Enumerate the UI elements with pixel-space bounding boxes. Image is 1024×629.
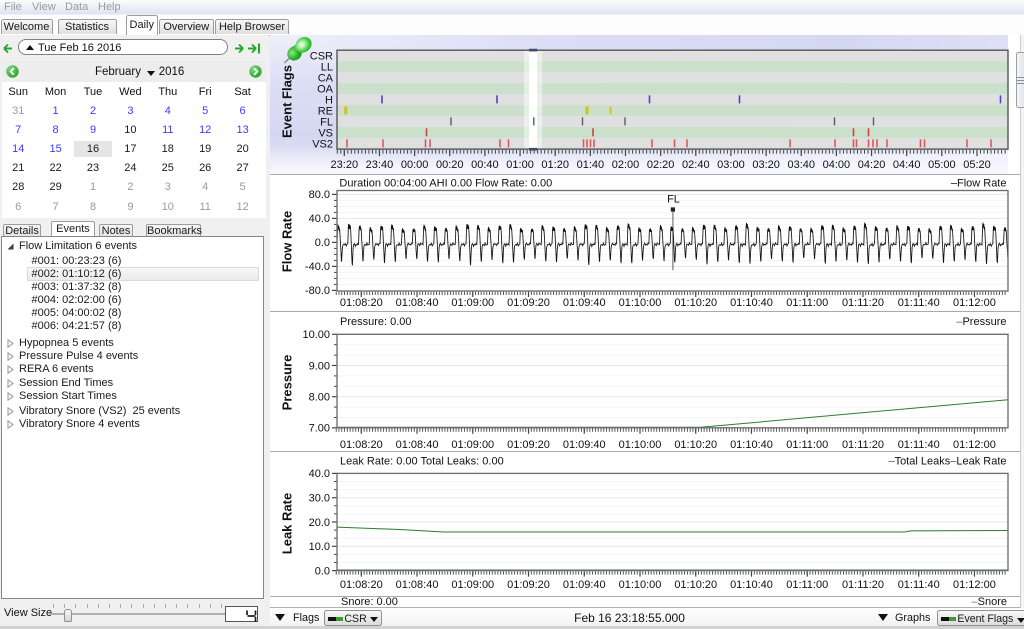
svg-text:00:40: 00:40 — [471, 159, 499, 171]
svg-text:VS2: VS2 — [312, 138, 333, 150]
svg-text:01:08:40: 01:08:40 — [396, 579, 439, 591]
svg-text:40.0: 40.0 — [309, 468, 330, 480]
svg-text:03:20: 03:20 — [752, 159, 780, 171]
svg-text:23:20: 23:20 — [331, 159, 359, 171]
svg-text:01:09:20: 01:09:20 — [507, 439, 550, 451]
svg-text:01:10:20: 01:10:20 — [674, 297, 717, 309]
svg-text:04:00: 04:00 — [823, 159, 851, 171]
svg-text:9.00: 9.00 — [309, 360, 330, 372]
svg-text:-40.0: -40.0 — [305, 261, 330, 273]
svg-text:00:00: 00:00 — [401, 159, 429, 171]
svg-text:40.0: 40.0 — [309, 213, 330, 225]
svg-text:01:11:40: 01:11:40 — [898, 579, 940, 591]
svg-text:01:08:40: 01:08:40 — [396, 297, 439, 309]
svg-text:CA: CA — [318, 72, 334, 84]
svg-text:01:10:00: 01:10:00 — [619, 579, 662, 591]
svg-text:01:09:40: 01:09:40 — [563, 439, 606, 451]
svg-text:–Flow Rate: –Flow Rate — [951, 178, 1007, 190]
svg-text:VS: VS — [318, 127, 333, 139]
svg-text:01:09:00: 01:09:00 — [451, 297, 494, 309]
svg-text:–Total Leaks–Leak Rate: –Total Leaks–Leak Rate — [888, 456, 1006, 468]
svg-text:01:10:20: 01:10:20 — [674, 579, 717, 591]
svg-text:01:00: 01:00 — [506, 159, 534, 171]
svg-text:01:09:40: 01:09:40 — [563, 579, 606, 591]
svg-text:10.00: 10.00 — [302, 329, 330, 341]
svg-text:Pressure: 0.00: Pressure: 0.00 — [340, 316, 412, 328]
svg-text:01:09:00: 01:09:00 — [451, 579, 494, 591]
svg-text:01:10:40: 01:10:40 — [730, 439, 773, 451]
svg-text:01:11:20: 01:11:20 — [842, 439, 884, 451]
svg-text:RE: RE — [318, 105, 333, 117]
svg-text:01:09:40: 01:09:40 — [563, 297, 606, 309]
svg-text:FL: FL — [320, 116, 333, 128]
svg-text:01:08:40: 01:08:40 — [396, 439, 439, 451]
svg-text:01:12:00: 01:12:00 — [953, 297, 996, 309]
svg-text:0.0: 0.0 — [315, 565, 330, 577]
svg-text:8.00: 8.00 — [309, 392, 330, 404]
svg-text:7.00: 7.00 — [309, 423, 330, 435]
svg-text:01:40: 01:40 — [577, 159, 605, 171]
svg-text:30.0: 30.0 — [309, 493, 330, 505]
svg-text:80.0: 80.0 — [309, 189, 330, 201]
svg-text:01:11:40: 01:11:40 — [898, 297, 940, 309]
svg-text:H: H — [325, 94, 333, 106]
svg-text:01:10:40: 01:10:40 — [730, 579, 773, 591]
svg-text:04:40: 04:40 — [893, 159, 921, 171]
svg-text:Duration 00:04:00 AHI 0.00 Flo: Duration 00:04:00 AHI 0.00 Flow Rate: 0.… — [339, 178, 552, 190]
svg-text:04:20: 04:20 — [858, 159, 886, 171]
svg-text:01:10:00: 01:10:00 — [619, 297, 662, 309]
svg-text:01:11:00: 01:11:00 — [786, 579, 828, 591]
svg-text:03:40: 03:40 — [787, 159, 815, 171]
svg-text:01:09:20: 01:09:20 — [507, 297, 550, 309]
svg-text:23:40: 23:40 — [366, 159, 394, 171]
svg-text:FL: FL — [667, 193, 680, 205]
svg-text:03:00: 03:00 — [717, 159, 745, 171]
svg-text:LL: LL — [321, 61, 333, 73]
svg-text:01:20: 01:20 — [541, 159, 569, 171]
svg-text:02:00: 02:00 — [612, 159, 640, 171]
svg-text:01:08:20: 01:08:20 — [340, 579, 383, 591]
svg-text:01:12:00: 01:12:00 — [953, 439, 996, 451]
svg-text:01:08:20: 01:08:20 — [340, 297, 383, 309]
svg-text:Leak Rate: 0.00 Total Leaks: 0: Leak Rate: 0.00 Total Leaks: 0.00 — [340, 456, 504, 468]
svg-text:CSR: CSR — [310, 50, 333, 62]
svg-text:02:20: 02:20 — [647, 159, 675, 171]
svg-text:0.0: 0.0 — [315, 237, 330, 249]
svg-text:01:09:00: 01:09:00 — [451, 439, 494, 451]
svg-text:-80.0: -80.0 — [305, 285, 330, 297]
svg-text:–Pressure: –Pressure — [956, 316, 1006, 328]
svg-text:01:11:00: 01:11:00 — [786, 297, 828, 309]
svg-text:01:08:20: 01:08:20 — [340, 439, 383, 451]
svg-text:05:00: 05:00 — [928, 159, 956, 171]
svg-text:OA: OA — [317, 83, 334, 95]
svg-text:01:10:00: 01:10:00 — [619, 439, 662, 451]
svg-text:02:40: 02:40 — [682, 159, 710, 171]
svg-text:01:11:20: 01:11:20 — [842, 579, 884, 591]
svg-text:01:09:20: 01:09:20 — [507, 579, 550, 591]
svg-text:01:12:00: 01:12:00 — [953, 579, 996, 591]
svg-text:01:10:40: 01:10:40 — [730, 297, 773, 309]
svg-text:20.0: 20.0 — [309, 517, 330, 529]
svg-text:10.0: 10.0 — [309, 541, 330, 553]
svg-text:01:10:20: 01:10:20 — [674, 439, 717, 451]
svg-text:05:20: 05:20 — [963, 159, 991, 171]
svg-text:01:11:00: 01:11:00 — [786, 439, 828, 451]
svg-text:00:20: 00:20 — [436, 159, 464, 171]
svg-text:01:11:20: 01:11:20 — [842, 297, 884, 309]
svg-text:01:11:40: 01:11:40 — [898, 439, 940, 451]
